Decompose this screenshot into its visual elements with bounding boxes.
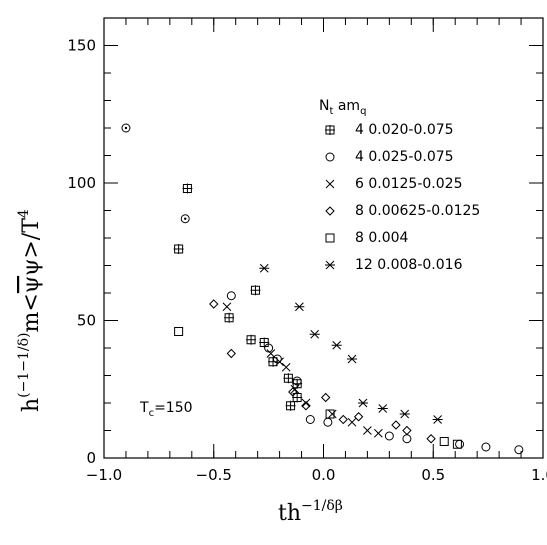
data-point [358,398,369,408]
data-point [292,392,303,403]
data-point [402,434,412,444]
data-point [514,445,524,455]
data-point [222,302,232,312]
legend-marker [325,152,335,162]
legend-label: 8 0.004 [355,230,409,246]
x-tick-label: 0.0 [312,466,336,484]
data-point [209,299,219,309]
data-point [272,354,282,364]
data-point [283,373,294,384]
data-point [275,357,284,367]
legend-label: 4 0.025-0.075 [355,149,454,165]
data-point [347,417,357,427]
data-point [292,376,302,386]
data-point [226,291,236,301]
data-point [402,425,412,436]
data-point [374,428,383,438]
legend-header: Nt amq [319,98,366,117]
data-point [281,362,291,372]
y-tick-label: 150 [67,37,96,55]
data-point [384,431,394,441]
data-point [338,414,348,425]
data-point [426,434,436,444]
data-point [331,340,342,350]
data-point [301,398,311,408]
legend: Nt amq 4 0.020-0.075 4 0.025-0.075 6 0.012… [319,98,480,273]
x-axis-title: th−1/δβ [278,498,343,526]
plot-frame [103,17,544,459]
data-point [353,412,364,422]
legend-label: 6 0.0125-0.025 [355,176,462,192]
data-point [246,334,257,345]
data-point [323,417,333,427]
data-point [391,420,401,430]
data-point [182,183,193,194]
data-point [294,302,305,312]
data-point [259,337,270,348]
data-point [250,285,261,296]
data-point [455,439,465,449]
legend-marker [325,260,335,270]
data-point [439,437,449,446]
data-point [305,415,315,424]
y-axis-title: h(−1−1/δ)m<ψψ>/T4 [16,209,44,412]
tick-labels: −1.0 −0.5 0.0 0.5 1.0 0 50 100 150 [67,37,547,485]
data-point [173,244,184,254]
legend-label: 8 0.00625-0.0125 [355,203,480,219]
data-point [399,409,410,419]
data-point [481,442,491,452]
data-point [121,123,131,133]
x-tick-label: 1.0 [531,466,547,484]
data-point [259,263,270,273]
data-point [325,409,335,419]
x-tick-label: −1.0 [86,466,122,484]
data-points [121,123,524,455]
svg-text:h(−1−1/δ)m<ψψ>/T4: h(−1−1/δ)m<ψψ>/T4 [16,209,44,412]
data-point [452,439,462,449]
data-point [309,329,320,339]
data-point [363,426,372,435]
legend-label: 4 0.020-0.075 [355,122,454,138]
legend-label: 12 0.008-0.016 [355,257,463,273]
legend-marker [325,206,335,216]
legend-marker [325,179,335,189]
data-point [432,415,443,424]
x-tick-label: −0.5 [196,466,232,484]
axis-ticks [103,17,544,459]
data-point [288,387,298,397]
x-tick-label: 0.5 [421,466,445,484]
data-point [290,384,300,394]
y-tick-label: 100 [67,174,96,192]
data-point [347,354,358,364]
data-point [266,349,276,358]
tc-annotation: Tc=150 [139,400,193,419]
data-point [320,392,331,403]
data-point [377,404,388,413]
data-point [174,327,184,336]
data-point [285,400,296,411]
y-tick-label: 0 [86,449,96,467]
y-tick-label: 50 [77,312,96,330]
data-point [327,409,337,419]
legend-marker [325,125,335,135]
data-point [226,348,237,359]
data-point [301,401,311,411]
data-point [180,214,190,224]
legend-marker [325,233,335,243]
data-point [224,312,235,323]
